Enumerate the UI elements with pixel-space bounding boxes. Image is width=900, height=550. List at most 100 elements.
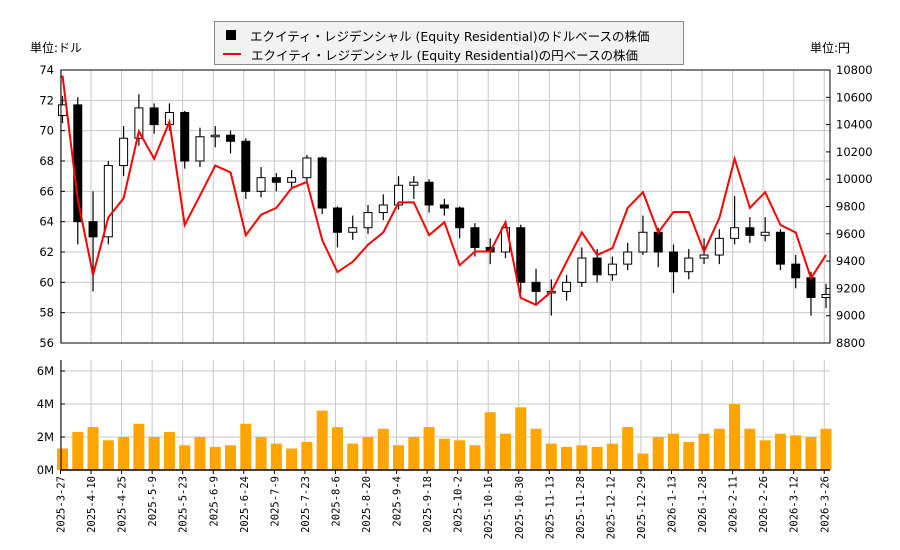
- candle-down: [149, 107, 159, 126]
- x-tick-label: 2025-9-4: [392, 476, 404, 527]
- volume-bar: [774, 433, 786, 470]
- right-axis-unit: 単位:円: [810, 41, 851, 55]
- volume-bar: [469, 445, 481, 470]
- volume-bar: [515, 407, 527, 470]
- volume-tick-label: 2M: [37, 430, 54, 444]
- x-tick-label: 2025-6-24: [239, 476, 251, 533]
- x-tick-label: 2025-4-25: [117, 476, 129, 533]
- x-tick-label: 2025-5-23: [178, 476, 190, 533]
- candle-up: [409, 181, 419, 186]
- right-tick-label: 9200: [836, 281, 865, 295]
- candle-up: [607, 263, 617, 276]
- candle-down: [791, 263, 801, 279]
- volume-bar: [225, 445, 237, 470]
- candle-down: [241, 140, 251, 192]
- x-tick-label: 2026-1-28: [697, 476, 709, 533]
- left-tick-label: 62: [39, 245, 54, 259]
- volume-bar: [606, 443, 618, 470]
- candle-down: [806, 277, 816, 298]
- candle-up: [714, 237, 724, 256]
- x-tick-label: 2025-12-12: [605, 476, 617, 539]
- volume-bar: [759, 440, 771, 470]
- volume-bar: [805, 437, 817, 470]
- candle-down: [226, 134, 236, 142]
- candle-down: [317, 157, 327, 209]
- candle-down: [653, 231, 663, 253]
- candle-up: [119, 137, 129, 167]
- legend-line-marker: [223, 53, 241, 55]
- right-tick-label: 9600: [836, 227, 865, 241]
- left-tick-label: 72: [39, 93, 54, 107]
- right-tick-label: 10800: [836, 63, 873, 77]
- volume-bar: [362, 437, 374, 470]
- volume-bar: [713, 428, 725, 470]
- right-tick-label: 10600: [836, 90, 873, 104]
- x-tick-label: 2025-4-10: [86, 476, 98, 533]
- left-tick-label: 70: [39, 124, 54, 138]
- volume-bar: [286, 448, 298, 470]
- right-tick-label: 9000: [836, 309, 865, 323]
- candle-down: [745, 227, 755, 236]
- left-tick-label: 58: [39, 306, 54, 320]
- legend-label-jpy: エクイティ・レジデンシャル (Equity Residential)の円ベースの…: [251, 47, 638, 63]
- left-tick-label: 56: [39, 336, 54, 350]
- price-plot-frame: [60, 69, 831, 344]
- volume-bar: [72, 432, 84, 470]
- volume-bar: [683, 441, 695, 470]
- candle-down: [455, 207, 465, 229]
- volume-bar: [377, 428, 389, 470]
- volume-bar: [102, 440, 114, 470]
- right-tick-label: 9400: [836, 254, 865, 268]
- x-tick-label: 2025-9-18: [422, 476, 434, 533]
- x-tick-label: 2025-11-28: [575, 476, 587, 539]
- candle-up: [684, 257, 694, 273]
- x-tick-label: 2025-8-6: [330, 476, 342, 527]
- candle-down: [439, 204, 449, 209]
- candle-down: [88, 221, 98, 238]
- volume-bar: [698, 433, 710, 470]
- volume-bar: [499, 433, 511, 470]
- volume-bar: [729, 404, 741, 470]
- volume-bar: [622, 427, 634, 470]
- volume-bar: [347, 443, 359, 470]
- x-tick-label: 2026-3-26: [819, 476, 831, 533]
- x-tick-label: 2025-11-13: [544, 476, 556, 539]
- x-tick-label: 2025-3-27: [56, 476, 68, 533]
- volume-bar: [331, 427, 343, 470]
- candle-down: [332, 207, 342, 233]
- volume-bar: [576, 445, 588, 470]
- volume-bar: [484, 412, 496, 470]
- legend-square-marker: [226, 30, 236, 40]
- right-tick-label: 10000: [836, 172, 873, 186]
- x-tick-label: 2025-10-16: [483, 476, 495, 539]
- candle-down: [470, 227, 480, 248]
- candle-up: [760, 231, 770, 236]
- right-tick-label: 9800: [836, 200, 865, 214]
- x-tick-label: 2025-8-20: [361, 476, 373, 533]
- candle-up: [348, 227, 358, 233]
- volume-tick-label: 0M: [37, 463, 54, 477]
- x-tick-label: 2026-2-26: [758, 476, 770, 533]
- x-tick-label: 2026-3-12: [789, 476, 801, 533]
- volume-bar: [438, 438, 450, 470]
- x-tick-label: 2025-7-9: [269, 476, 281, 527]
- volume-bar: [591, 446, 603, 470]
- volume-bar: [133, 423, 145, 470]
- candle-up: [699, 254, 709, 259]
- x-tick-label: 2026-1-13: [667, 476, 679, 533]
- candle-up: [256, 177, 266, 192]
- x-tick-label: 2025-5-9: [147, 476, 159, 527]
- volume-bar: [301, 441, 313, 470]
- volume-bar: [148, 437, 160, 470]
- candle-up: [638, 231, 648, 253]
- volume-bar: [163, 432, 175, 470]
- volume-bar: [668, 433, 679, 470]
- candle-down: [271, 177, 281, 183]
- volume-bar: [316, 410, 328, 470]
- volume-bar: [454, 440, 466, 470]
- legend-item-jpy: エクイティ・レジデンシャル (Equity Residential)の円ベースの…: [223, 45, 638, 63]
- volume-tick-label: 4M: [37, 397, 54, 411]
- candle-up: [821, 293, 831, 299]
- candle-down: [424, 181, 434, 206]
- volume-bar: [57, 448, 68, 470]
